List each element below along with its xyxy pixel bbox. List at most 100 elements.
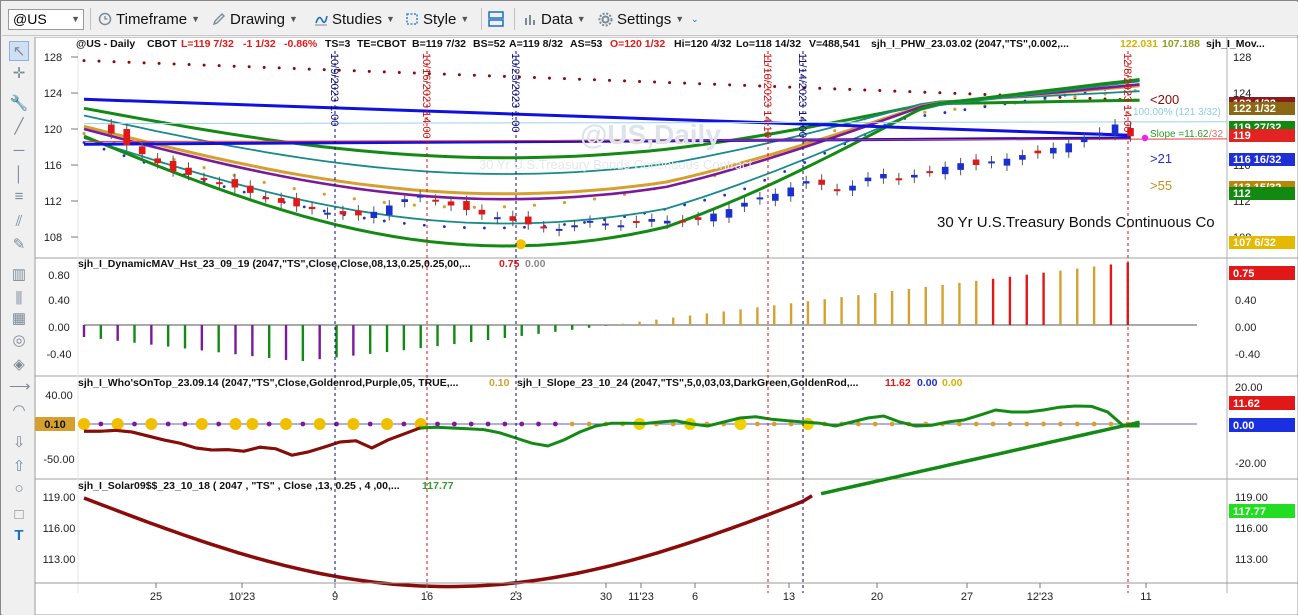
price-axis-tick-left: 120 [44, 124, 62, 136]
candle-body [633, 221, 640, 224]
arrow-up-icon[interactable]: ⇧ [12, 458, 26, 475]
candle-body [200, 178, 208, 181]
ma200-dot [202, 63, 206, 67]
candle-body [1111, 124, 1119, 135]
pencil-icon[interactable]: ✎ [12, 236, 26, 253]
who-on-top-dot [536, 421, 541, 427]
panel3-left-tag-label: 0.10 [44, 419, 65, 431]
settings-label: Settings [617, 10, 672, 28]
arrow-down-icon[interactable]: ⇩ [12, 434, 26, 451]
cycle-icon[interactable]: ◎ [12, 332, 26, 349]
price-tag-label: 107 6/32 [1233, 237, 1276, 249]
panel2-axis-tick-left: 0.80 [48, 270, 69, 282]
candle-body [602, 223, 609, 226]
layout-button[interactable] [488, 8, 504, 30]
ma200-dot [773, 85, 777, 89]
time-axis-label: 13 [783, 591, 795, 603]
ma200-dot [352, 69, 356, 73]
bars-icon[interactable]: ▥ [11, 266, 27, 283]
timeframe-menu[interactable]: Timeframe ▼ [98, 8, 200, 30]
histogram-bar [402, 325, 406, 351]
histogram-bar [958, 282, 961, 325]
histogram-bar [907, 288, 911, 325]
candle-body [911, 174, 918, 178]
ma21-dot [322, 209, 326, 213]
chart-area[interactable]: 10/9/2023 1.00 10/16/2023 14.00 10/23/2023… [35, 37, 1298, 615]
studies-menu[interactable]: Studies ▼ [314, 8, 395, 30]
drawing-menu[interactable]: Drawing ▼ [212, 8, 298, 30]
ma55-dot [442, 205, 446, 209]
histogram-bar [200, 325, 204, 351]
who-on-top-dot [300, 421, 306, 427]
who-on-top-dot [1091, 421, 1097, 427]
magenta-marker [1141, 134, 1149, 142]
ma55-dot [412, 203, 416, 207]
who-on-top-dot [788, 421, 794, 427]
circle-icon[interactable]: ○ [14, 480, 24, 497]
ma200-dot [547, 76, 551, 80]
gann-icon[interactable]: ◈ [13, 356, 25, 373]
chevron-down-icon: ▼ [386, 14, 395, 24]
select-icon[interactable]: ↖ [9, 41, 29, 61]
panel3-axis-tick-left: -50.00 [43, 454, 74, 466]
price-axis-tick-left: 108 [44, 232, 62, 244]
panel4-axis-tick-left: 116.00 [43, 523, 76, 535]
histogram-bar [890, 291, 894, 325]
ma21-dot [583, 220, 586, 224]
chevron-down-icon: ▼ [289, 14, 298, 24]
panel3-slope-tag-label: 11.62 [1233, 398, 1260, 410]
candle-body [339, 211, 347, 215]
channel-icon[interactable]: ⫽ [15, 213, 23, 230]
symbol-description: 30 Yr U.S.Treasury Bonds Continuous Co [937, 214, 1215, 231]
ma200-label: <200 [1150, 92, 1179, 107]
trendline-icon[interactable]: ╱ [14, 118, 24, 135]
grid-icon[interactable]: ▦ [11, 310, 27, 327]
vertical-line-icon[interactable]: │ [14, 166, 24, 183]
ma200-dot [307, 67, 311, 71]
price-tag-label: 116 16/32 [1233, 154, 1281, 166]
horizontal-line-icon[interactable]: ─ [13, 142, 25, 159]
style-menu[interactable]: Style ▼ [405, 8, 469, 30]
price-tag-label: 112 [1233, 188, 1251, 200]
wrench-icon[interactable]: 🔧 [9, 95, 29, 112]
arrow-tool-icon[interactable]: ⟶ [9, 378, 31, 395]
arc-icon[interactable]: ◠ [12, 402, 26, 419]
who-on-top-dot [872, 421, 878, 427]
rectangle-icon[interactable]: □ [14, 506, 24, 523]
histogram-bar [267, 325, 271, 359]
settings-menu[interactable]: Settings ▼ [598, 8, 684, 30]
candle-body [555, 228, 563, 231]
ma21-dot [763, 178, 767, 182]
symbol-input[interactable]: @US ▼ [8, 9, 84, 30]
ma200-dot [743, 83, 747, 87]
who-on-top-dot [1058, 421, 1063, 427]
ma200-dot [502, 74, 506, 78]
trendline-upper [83, 97, 1131, 137]
histogram-bar [183, 325, 187, 349]
text-style-icon[interactable]: ⫼ [15, 290, 23, 307]
ma55-dot [82, 131, 86, 136]
fibonacci-icon[interactable]: ≡ [14, 188, 24, 205]
text-icon[interactable]: T [14, 527, 24, 544]
ma21-dot [983, 105, 987, 109]
candle-body [432, 199, 439, 202]
who-on-top-dot [1108, 421, 1114, 427]
panel4-axis-tick-right: 116.00 [1235, 523, 1268, 535]
time-axis-label: 6 [692, 591, 698, 603]
histogram-bar [621, 323, 624, 325]
histogram-bar [537, 325, 540, 334]
price-axis-tick-left: 124 [44, 88, 62, 100]
price-axis-tick-left: 112 [44, 196, 62, 208]
ma200-dot [562, 77, 566, 81]
histogram-bar [82, 325, 86, 337]
ma21-dot [683, 203, 686, 207]
ma55-dot [202, 166, 206, 170]
who-on-top-dot [182, 421, 188, 427]
panel4-title: sjh_I_Solar09$$_23_10_18 ( 2047 , "TS" ,… [78, 480, 400, 492]
crosshair-icon[interactable]: ✛ [12, 65, 26, 82]
candle-body [972, 159, 980, 165]
data-menu[interactable]: Data ▼ [523, 8, 586, 30]
toolbar-overflow[interactable]: ⌄ [691, 8, 699, 30]
ma200-dot [382, 70, 386, 74]
price-header-bid: B=119 7/32 [412, 38, 466, 50]
